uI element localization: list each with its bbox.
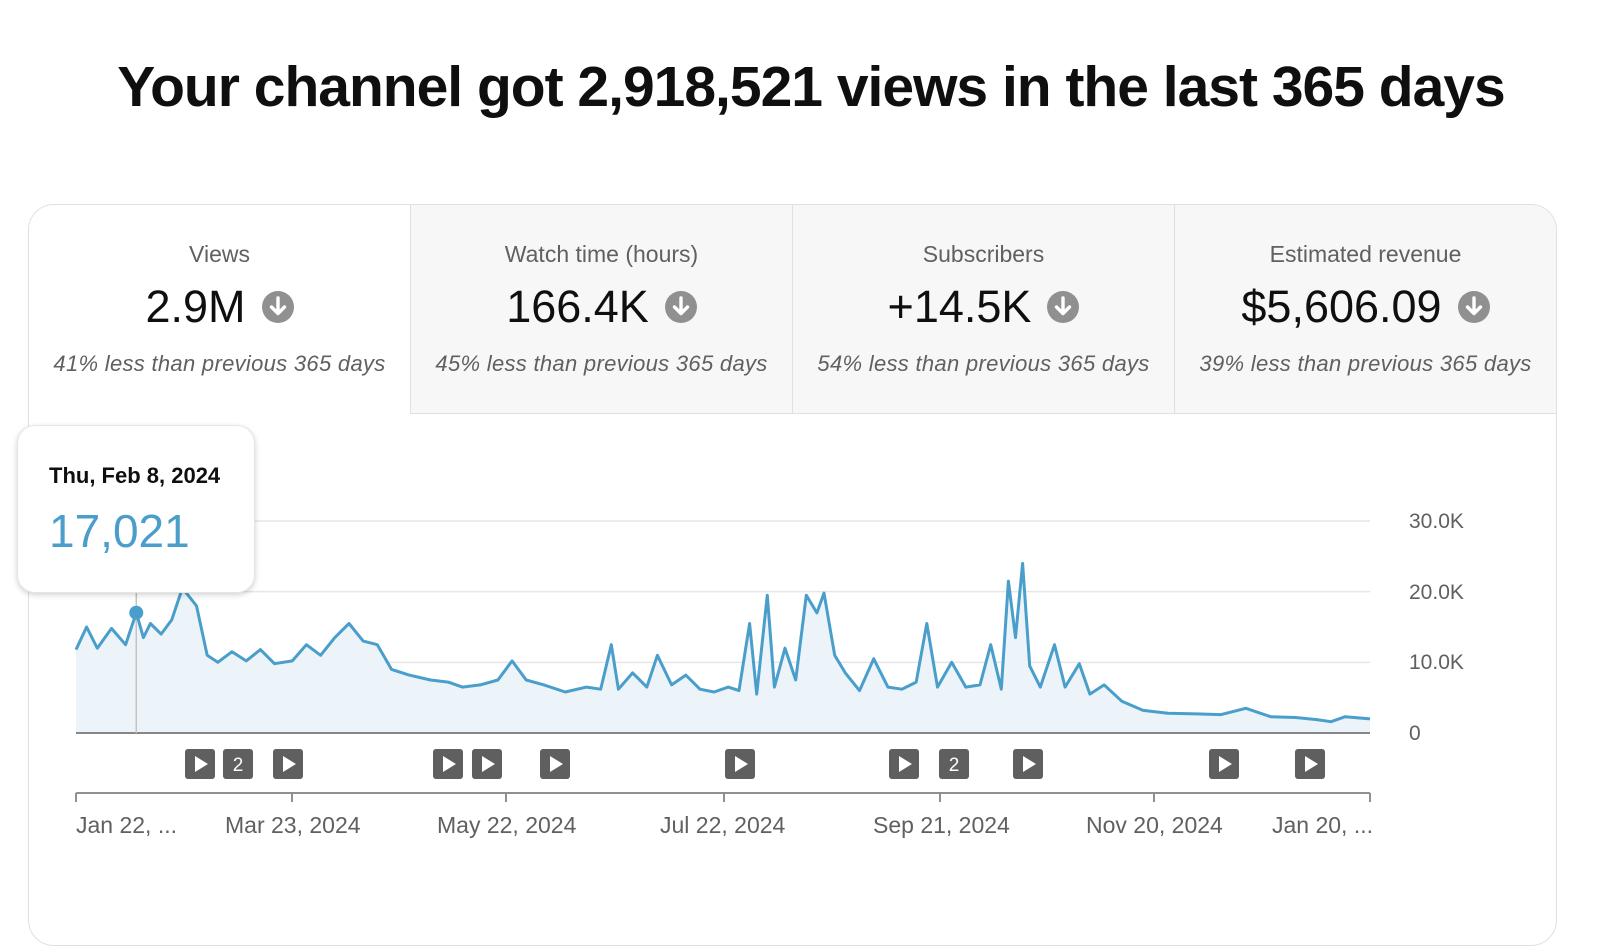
- x-tick-label: May 22, 2024: [437, 812, 576, 839]
- video-count-label: 2: [233, 755, 244, 776]
- area-fill: [76, 563, 1370, 733]
- video-marker[interactable]: [889, 749, 919, 779]
- x-tick-label: Mar 23, 2024: [225, 812, 361, 839]
- x-tick-label: Jul 22, 2024: [660, 812, 785, 839]
- tooltip-date: Thu, Feb 8, 2024: [49, 463, 220, 489]
- x-tick-label: Sep 21, 2024: [873, 812, 1010, 839]
- y-tick-label: 10.0K: [1409, 651, 1464, 675]
- video-marker[interactable]: [1209, 749, 1239, 779]
- video-marker[interactable]: [433, 749, 463, 779]
- video-count-marker[interactable]: 2: [223, 749, 253, 779]
- video-marker[interactable]: [725, 749, 755, 779]
- video-marker[interactable]: [472, 749, 502, 779]
- y-tick-label: 0: [1409, 722, 1421, 746]
- y-tick-label: 30.0K: [1409, 510, 1464, 534]
- highlight-point: [129, 606, 143, 620]
- video-marker[interactable]: [185, 749, 215, 779]
- chart-tooltip: Thu, Feb 8, 2024 17,021: [17, 425, 255, 593]
- y-tick-label: 20.0K: [1409, 581, 1464, 605]
- video-count-label: 2: [949, 755, 960, 776]
- video-marker[interactable]: [273, 749, 303, 779]
- video-count-marker[interactable]: 2: [939, 749, 969, 779]
- x-tick-label: Jan 22, ...: [76, 812, 177, 839]
- x-tick-label: Nov 20, 2024: [1086, 812, 1223, 839]
- tooltip-value: 17,021: [49, 504, 190, 558]
- video-marker[interactable]: [1295, 749, 1325, 779]
- x-tick-label: Jan 20, ...: [1272, 812, 1373, 839]
- video-marker[interactable]: [540, 749, 570, 779]
- video-marker[interactable]: [1013, 749, 1043, 779]
